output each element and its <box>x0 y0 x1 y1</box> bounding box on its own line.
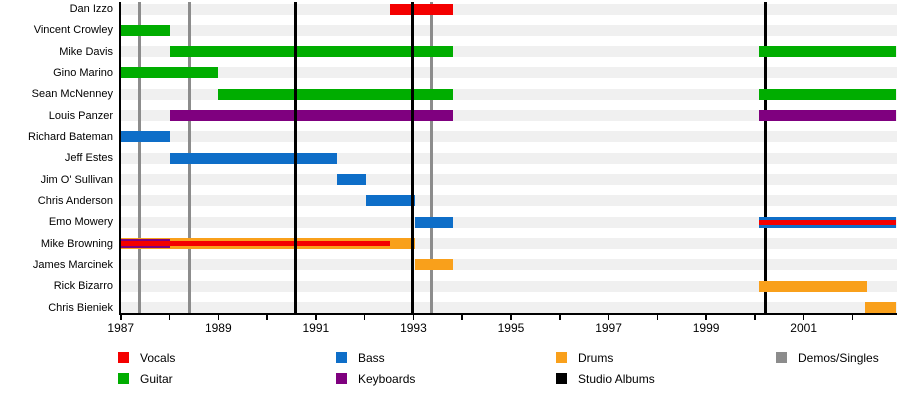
year-tick-label: 1991 <box>302 321 330 335</box>
legend-label-vocals: Vocals <box>140 350 176 365</box>
year-tick <box>168 315 171 320</box>
year-tick <box>559 315 561 320</box>
year-tick-label: 1999 <box>692 321 720 335</box>
legend-label-demos_singles: Demos/Singles <box>798 350 879 365</box>
timeline-bar-drums <box>865 302 897 314</box>
member-name-label: Chris Bieniek <box>48 301 113 314</box>
timeline-row-band <box>120 24 897 36</box>
member-name-label: Richard Bateman <box>28 130 113 143</box>
timeline-row-band <box>120 131 897 143</box>
timeline-row-band <box>120 152 897 164</box>
year-tick <box>217 315 220 320</box>
year-tick <box>851 315 854 320</box>
timeline-bar-bass <box>366 195 415 207</box>
timeline-row-band <box>120 238 897 250</box>
timeline-bar-vocals <box>120 241 390 246</box>
timeline-bar-keyboards <box>169 110 453 122</box>
timeline-bar-bass <box>414 216 453 228</box>
year-tick <box>412 315 415 320</box>
timeline-bar-drums <box>414 259 453 271</box>
year-tick-label: 1993 <box>400 321 427 335</box>
year-tick <box>754 315 756 320</box>
timeline-bar-keyboards <box>758 110 897 122</box>
year-tick-label: 2001 <box>790 321 817 335</box>
timeline-row-band <box>120 88 897 100</box>
member-name-label: Vincent Crowley <box>33 24 113 37</box>
legend-label-studio_albums: Studio Albums <box>578 371 655 386</box>
timeline-bar-guitar <box>169 46 453 58</box>
year-tick <box>510 315 512 320</box>
legend-swatch-vocals <box>118 352 129 363</box>
studio-album-line <box>764 2 768 313</box>
timeline-bar-drums <box>758 280 868 292</box>
timeline-bar-bass <box>120 131 170 143</box>
demo-single-line <box>430 2 434 313</box>
timeline-bar-vocals <box>758 220 897 225</box>
timeline-row-band <box>120 174 897 186</box>
legend-label-keyboards: Keyboards <box>358 371 416 386</box>
member-name-label: Emo Mowery <box>48 216 113 229</box>
year-tick <box>802 315 805 320</box>
timeline-bar-guitar <box>120 24 170 36</box>
legend-swatch-demos_singles <box>776 352 787 363</box>
member-name-label: Dan Izzo <box>69 3 113 15</box>
legend-label-bass: Bass <box>358 350 385 365</box>
timeline-bar-guitar <box>758 88 897 100</box>
year-tick <box>315 315 317 320</box>
member-name-label: Chris Anderson <box>37 194 113 207</box>
timeline-bar-guitar <box>218 88 453 100</box>
member-name-label: Jim O' Sullivan <box>40 173 113 186</box>
timeline-bar-guitar <box>758 46 897 58</box>
year-tick <box>656 315 659 320</box>
legend-swatch-guitar <box>118 373 129 384</box>
member-name-label: Mike Davis <box>59 45 113 58</box>
timeline-row-band <box>120 302 897 314</box>
timeline-bar-vocals <box>389 3 453 15</box>
member-name-label: Jeff Estes <box>64 152 113 165</box>
legend-swatch-drums <box>556 352 567 363</box>
legend-label-guitar: Guitar <box>140 371 173 386</box>
timeline-row-band <box>120 46 897 58</box>
member-name-label: Mike Browning <box>40 237 113 250</box>
member-name-label: Rick Bizarro <box>53 280 113 293</box>
legend-swatch-keyboards <box>336 373 347 384</box>
timeline-bar-bass <box>336 174 367 186</box>
timeline-row-band <box>120 3 897 15</box>
timeline-bar-guitar <box>120 67 219 79</box>
legend-label-drums: Drums <box>578 350 614 365</box>
timeline-row-band <box>120 110 897 122</box>
year-tick <box>607 315 610 320</box>
member-name-label: Louis Panzer <box>48 109 113 122</box>
legend-swatch-bass <box>336 352 347 363</box>
studio-album-line <box>294 2 298 313</box>
timeline-row-band <box>120 195 897 207</box>
x-axis-line <box>118 312 897 315</box>
studio-album-line <box>410 2 414 313</box>
year-tick-label: 1987 <box>107 321 135 335</box>
legend-swatch-studio_albums <box>556 373 567 384</box>
year-tick <box>363 315 366 320</box>
year-tick <box>461 315 463 320</box>
year-tick <box>266 315 268 320</box>
timeline-row-band <box>120 67 897 79</box>
demo-single-line <box>137 2 141 313</box>
year-tick <box>120 315 122 320</box>
timeline-row-band <box>120 216 897 228</box>
member-name-label: Sean McNenney <box>31 88 113 101</box>
year-tick <box>705 315 707 320</box>
timeline-bar-bass <box>169 152 337 164</box>
year-tick-label: 1997 <box>595 321 622 335</box>
y-axis-line <box>119 2 121 315</box>
year-tick-label: 1989 <box>204 321 232 335</box>
member-name-label: James Marcinek <box>32 258 113 271</box>
timeline-row-band <box>120 259 897 271</box>
timeline-row-band <box>120 280 897 292</box>
member-name-label: Gino Marino <box>53 66 113 79</box>
year-tick-label: 1995 <box>497 321 525 335</box>
